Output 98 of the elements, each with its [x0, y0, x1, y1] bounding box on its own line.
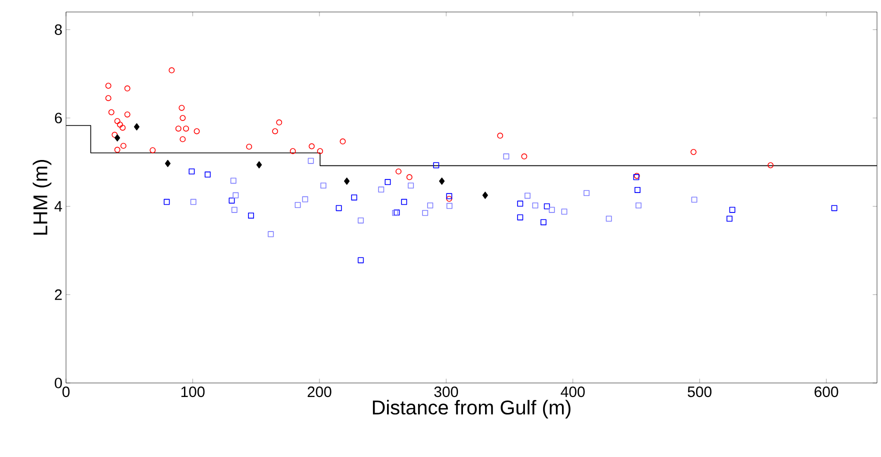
point	[231, 206, 238, 213]
point	[690, 149, 697, 155]
point	[521, 153, 528, 160]
point	[168, 67, 175, 74]
point	[439, 178, 445, 185]
point	[114, 134, 120, 142]
point	[427, 202, 434, 208]
point	[351, 194, 358, 200]
point	[691, 196, 698, 203]
point	[256, 161, 262, 168]
point	[561, 208, 568, 215]
point	[105, 95, 112, 102]
point	[358, 217, 364, 224]
point	[446, 193, 452, 200]
point	[606, 216, 612, 222]
point	[120, 124, 126, 131]
point	[290, 148, 296, 154]
point	[230, 178, 236, 184]
point	[408, 182, 414, 189]
point	[401, 198, 408, 205]
point	[204, 172, 211, 178]
point	[108, 109, 114, 116]
point	[124, 111, 130, 118]
point	[540, 219, 546, 226]
point	[190, 198, 196, 205]
point	[134, 123, 140, 130]
point	[358, 257, 364, 264]
y-tick-label: 6	[54, 112, 62, 124]
point	[384, 179, 391, 186]
x-tick-label: 200	[308, 386, 332, 398]
x-tick-label: 300	[434, 386, 458, 398]
point	[150, 147, 156, 154]
point	[320, 182, 326, 189]
point	[729, 206, 736, 213]
point	[183, 126, 189, 132]
x-tick-label: 0	[62, 386, 70, 398]
y-tick-label: 4	[54, 201, 62, 212]
point	[164, 198, 170, 205]
point	[178, 104, 185, 111]
point	[268, 231, 274, 238]
y-axis-title: LHM (m)	[32, 160, 52, 235]
point	[634, 186, 640, 193]
x-tick-label: 600	[814, 386, 838, 398]
point	[503, 153, 510, 160]
point	[584, 190, 590, 196]
x-tick-label: 500	[688, 386, 712, 398]
point	[272, 128, 278, 134]
point	[548, 206, 555, 213]
point	[340, 138, 346, 144]
point	[482, 192, 488, 199]
point	[317, 148, 324, 154]
point	[446, 196, 452, 202]
point	[517, 200, 524, 207]
point	[112, 132, 118, 138]
y-tick-label: 2	[54, 289, 62, 300]
point	[768, 162, 774, 168]
point	[188, 168, 195, 174]
point	[396, 168, 402, 174]
point	[344, 178, 350, 185]
x-tick-label: 400	[560, 386, 585, 398]
point	[180, 115, 186, 121]
point	[636, 202, 642, 208]
point	[302, 196, 308, 202]
point	[433, 162, 440, 168]
point	[517, 214, 524, 220]
point	[114, 118, 120, 124]
point	[497, 132, 504, 139]
point	[117, 122, 123, 128]
point	[378, 186, 384, 193]
point	[532, 202, 538, 208]
point	[246, 144, 252, 150]
point	[524, 192, 531, 199]
point	[544, 203, 550, 210]
point	[276, 119, 282, 126]
point	[726, 216, 732, 222]
point	[406, 174, 412, 180]
point	[228, 198, 235, 204]
point	[831, 205, 838, 212]
x-tick-label: 100	[181, 386, 205, 398]
point	[114, 146, 120, 153]
point	[124, 85, 130, 92]
point	[422, 210, 428, 216]
point	[120, 142, 126, 149]
point	[294, 202, 301, 208]
point	[446, 202, 452, 209]
point	[336, 205, 342, 212]
point	[248, 212, 254, 219]
y-tick-label: 8	[54, 24, 62, 35]
x-axis-title: Distance from Gulf (m)	[372, 400, 570, 418]
point	[194, 128, 200, 134]
point	[308, 143, 315, 150]
point	[180, 136, 186, 142]
point	[105, 82, 112, 89]
point	[164, 160, 171, 168]
y-tick-label: 0	[54, 378, 62, 388]
point	[232, 192, 239, 198]
point	[175, 126, 182, 132]
point	[308, 158, 314, 164]
